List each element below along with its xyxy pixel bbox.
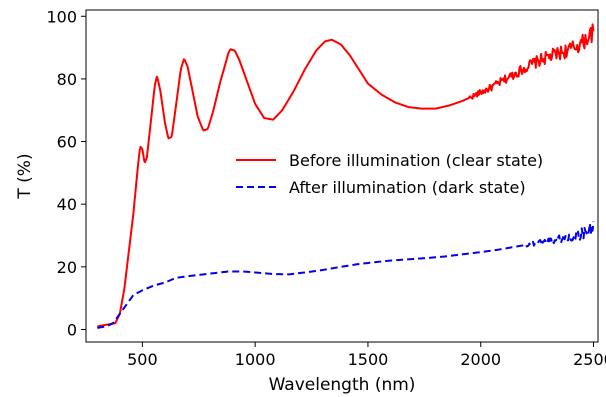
x-tick-label: 500: [127, 350, 158, 369]
y-tick-label: 80: [57, 70, 77, 89]
y-tick-label: 20: [57, 258, 77, 277]
x-tick-label: 1000: [235, 350, 276, 369]
plot-frame: [85, 9, 599, 343]
y-tick-label: 60: [57, 133, 77, 152]
series-line-after-illumination: [97, 221, 595, 329]
y-tick-label: 0: [67, 320, 77, 339]
y-axis-title: T (%): [15, 153, 35, 199]
legend: Before illumination (clear state) After …: [236, 151, 543, 197]
series-line-before-illumination: [97, 23, 595, 328]
legend-label-after: After illumination (dark state): [289, 178, 526, 197]
y-tick-label: 40: [57, 195, 77, 214]
legend-label-before: Before illumination (clear state): [289, 151, 543, 170]
series-layer: [97, 23, 595, 329]
x-tick-label: 2000: [460, 350, 501, 369]
y-tick-label: 100: [46, 7, 77, 26]
x-axis-title: Wavelength (nm): [269, 375, 416, 395]
x-tick-label: 1500: [348, 350, 389, 369]
